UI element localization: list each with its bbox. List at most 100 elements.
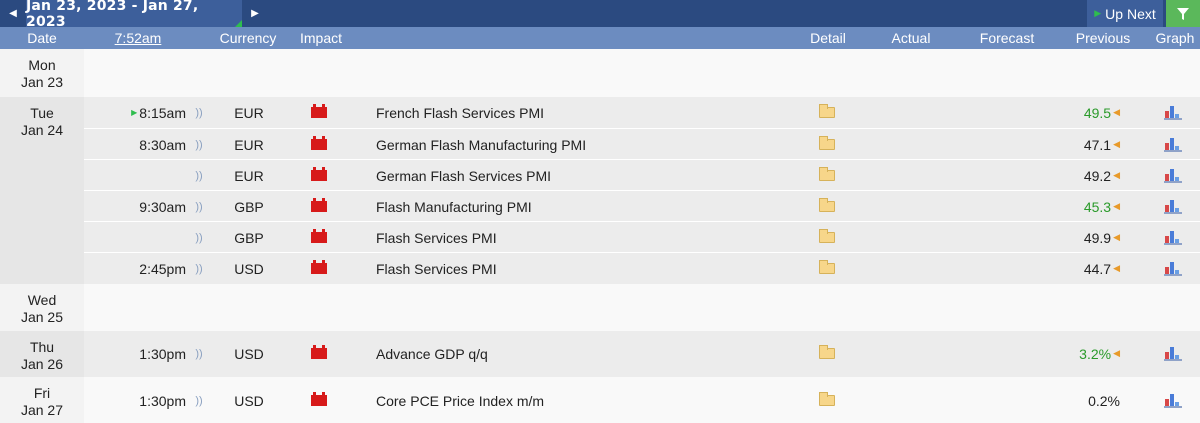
impact-cell (310, 160, 328, 191)
weekday: Tue (30, 105, 54, 121)
col-impact: Impact (299, 30, 342, 46)
graph-button[interactable] (1162, 97, 1184, 128)
folder-icon (819, 167, 835, 181)
revision-arrow-icon: ◀ (1113, 232, 1120, 242)
high-impact-icon (311, 345, 327, 359)
detail-button[interactable] (818, 191, 836, 222)
sound-alert-icon[interactable]: )) (195, 169, 203, 182)
detail-button[interactable] (818, 160, 836, 191)
event-time-cell: 1:30pm (110, 385, 186, 416)
impact-cell (310, 129, 328, 160)
event-row[interactable]: ▶ 8:15am)) EUR French Flash Services PMI 49.… (84, 97, 1200, 128)
event-currency: EUR (234, 136, 264, 153)
next-week-button[interactable]: ▶ (242, 0, 268, 27)
bar-chart-icon (1164, 168, 1182, 183)
event-time: 8:30am (139, 136, 186, 153)
previous-value: 49.2 (1083, 167, 1112, 184)
detail-button[interactable] (818, 97, 836, 128)
graph-button[interactable] (1162, 129, 1184, 160)
day-row-tuesday: Tue Jan 24 ▶ 8:15am)) EUR French Flash Serv… (0, 97, 1200, 284)
event-title[interactable]: Advance GDP q/q (376, 345, 488, 362)
date-range-selector[interactable]: Jan 23, 2023 - Jan 27, 2023 (26, 0, 242, 30)
event-currency: GBP (234, 198, 264, 215)
previous-cell: 0.2% (1054, 385, 1120, 416)
event-row[interactable]: 1:30pm)) USD Advance GDP q/q 3.2% ◀ (84, 338, 1200, 369)
event-title[interactable]: Flash Manufacturing PMI (376, 198, 532, 215)
high-impact-icon (311, 260, 327, 274)
sound-alert-icon[interactable]: )) (195, 347, 203, 360)
revision-arrow-icon: ◀ (1113, 107, 1120, 117)
bar-chart-icon (1164, 261, 1182, 276)
previous-value: 45.3 (1083, 198, 1112, 215)
event-time-cell: 9:30am (110, 191, 186, 222)
sound-alert-icon[interactable]: )) (195, 200, 203, 213)
detail-button[interactable] (818, 129, 836, 160)
event-time-cell: ▶ 8:15am (110, 97, 186, 128)
revision-arrow-icon: ◀ (1113, 139, 1120, 149)
previous-week-button[interactable]: ◀ (0, 0, 26, 27)
graph-button[interactable] (1162, 191, 1184, 222)
graph-button[interactable] (1162, 253, 1184, 284)
event-row[interactable]: )) EUR German Flash Services PMI 49.2 ◀ (84, 159, 1200, 190)
sound-alert-icon[interactable]: )) (195, 394, 203, 407)
col-date: Date (27, 30, 57, 46)
event-time: 9:30am (139, 198, 186, 215)
current-time-link[interactable]: 7:52am (114, 30, 162, 46)
event-title[interactable]: Flash Services PMI (376, 260, 497, 277)
event-row[interactable]: 2:45pm)) USD Flash Services PMI 44.7 ◀ (84, 252, 1200, 283)
folder-icon (819, 345, 835, 359)
previous-cell: 47.1 ◀ (1054, 129, 1120, 160)
day-empty-area (84, 284, 1200, 331)
previous-value: 44.7 (1083, 260, 1112, 277)
impact-cell (310, 222, 328, 253)
graph-button[interactable] (1162, 385, 1184, 416)
event-title[interactable]: German Flash Services PMI (376, 167, 552, 184)
sound-alert-icon[interactable]: )) (195, 262, 203, 275)
event-currency: USD (234, 392, 264, 409)
graph-button[interactable] (1162, 160, 1184, 191)
day-label: Thu Jan 26 (0, 331, 84, 373)
up-next-button[interactable]: ▶ Up Next (1087, 0, 1163, 27)
weekday: Thu (29, 339, 55, 355)
detail-button[interactable] (818, 385, 836, 416)
bar-chart-icon (1164, 137, 1182, 152)
col-graph: Graph (1155, 30, 1195, 46)
high-impact-icon (311, 136, 327, 150)
high-impact-icon (311, 167, 327, 181)
event-title[interactable]: Core PCE Price Index m/m (376, 392, 545, 409)
impact-cell (310, 385, 328, 416)
day-date: Jan 24 (20, 122, 64, 138)
bar-chart-icon (1164, 199, 1182, 214)
sound-alert-icon[interactable]: )) (195, 231, 203, 244)
chevron-left-icon: ◀ (9, 8, 17, 19)
graph-button[interactable] (1162, 222, 1184, 253)
event-time: 1:30pm (139, 345, 186, 362)
sound-alert-icon[interactable]: )) (195, 106, 203, 119)
event-currency: EUR (234, 167, 264, 184)
graph-button[interactable] (1162, 338, 1184, 369)
event-title[interactable]: Flash Services PMI (376, 229, 497, 246)
day-row-thursday: Thu Jan 26 1:30pm)) USD Advance GDP q/q 3.2… (0, 331, 1200, 377)
previous-cell: 3.2% ◀ (1054, 338, 1120, 369)
detail-button[interactable] (818, 338, 836, 369)
event-row[interactable]: )) GBP Flash Services PMI 49.9 ◀ (84, 221, 1200, 252)
next-up-icon: ▶ (131, 108, 138, 117)
detail-button[interactable] (818, 253, 836, 284)
previous-value: 3.2% (1079, 345, 1112, 362)
event-row[interactable]: 1:30pm)) USD Core PCE Price Index m/m 0.2% (84, 385, 1200, 416)
previous-cell: 49.9 ◀ (1054, 222, 1120, 253)
detail-button[interactable] (818, 222, 836, 253)
col-forecast: Forecast (979, 30, 1035, 46)
event-row[interactable]: 8:30am)) EUR German Flash Manufacturing PM… (84, 128, 1200, 159)
column-header-row: Date 7:52am Currency Impact Detail Actua… (0, 27, 1200, 49)
folder-icon (819, 136, 835, 150)
event-title[interactable]: French Flash Services PMI (376, 104, 545, 121)
folder-icon (819, 260, 835, 274)
event-title[interactable]: German Flash Manufacturing PMI (376, 136, 587, 153)
folder-icon (819, 198, 835, 212)
sound-alert-icon[interactable]: )) (195, 138, 203, 151)
day-empty-area (84, 49, 1200, 97)
event-row[interactable]: 9:30am)) GBP Flash Manufacturing PMI 45.3 ◀ (84, 190, 1200, 221)
filter-button[interactable] (1166, 0, 1200, 27)
day-label: Fri Jan 27 (0, 377, 84, 419)
